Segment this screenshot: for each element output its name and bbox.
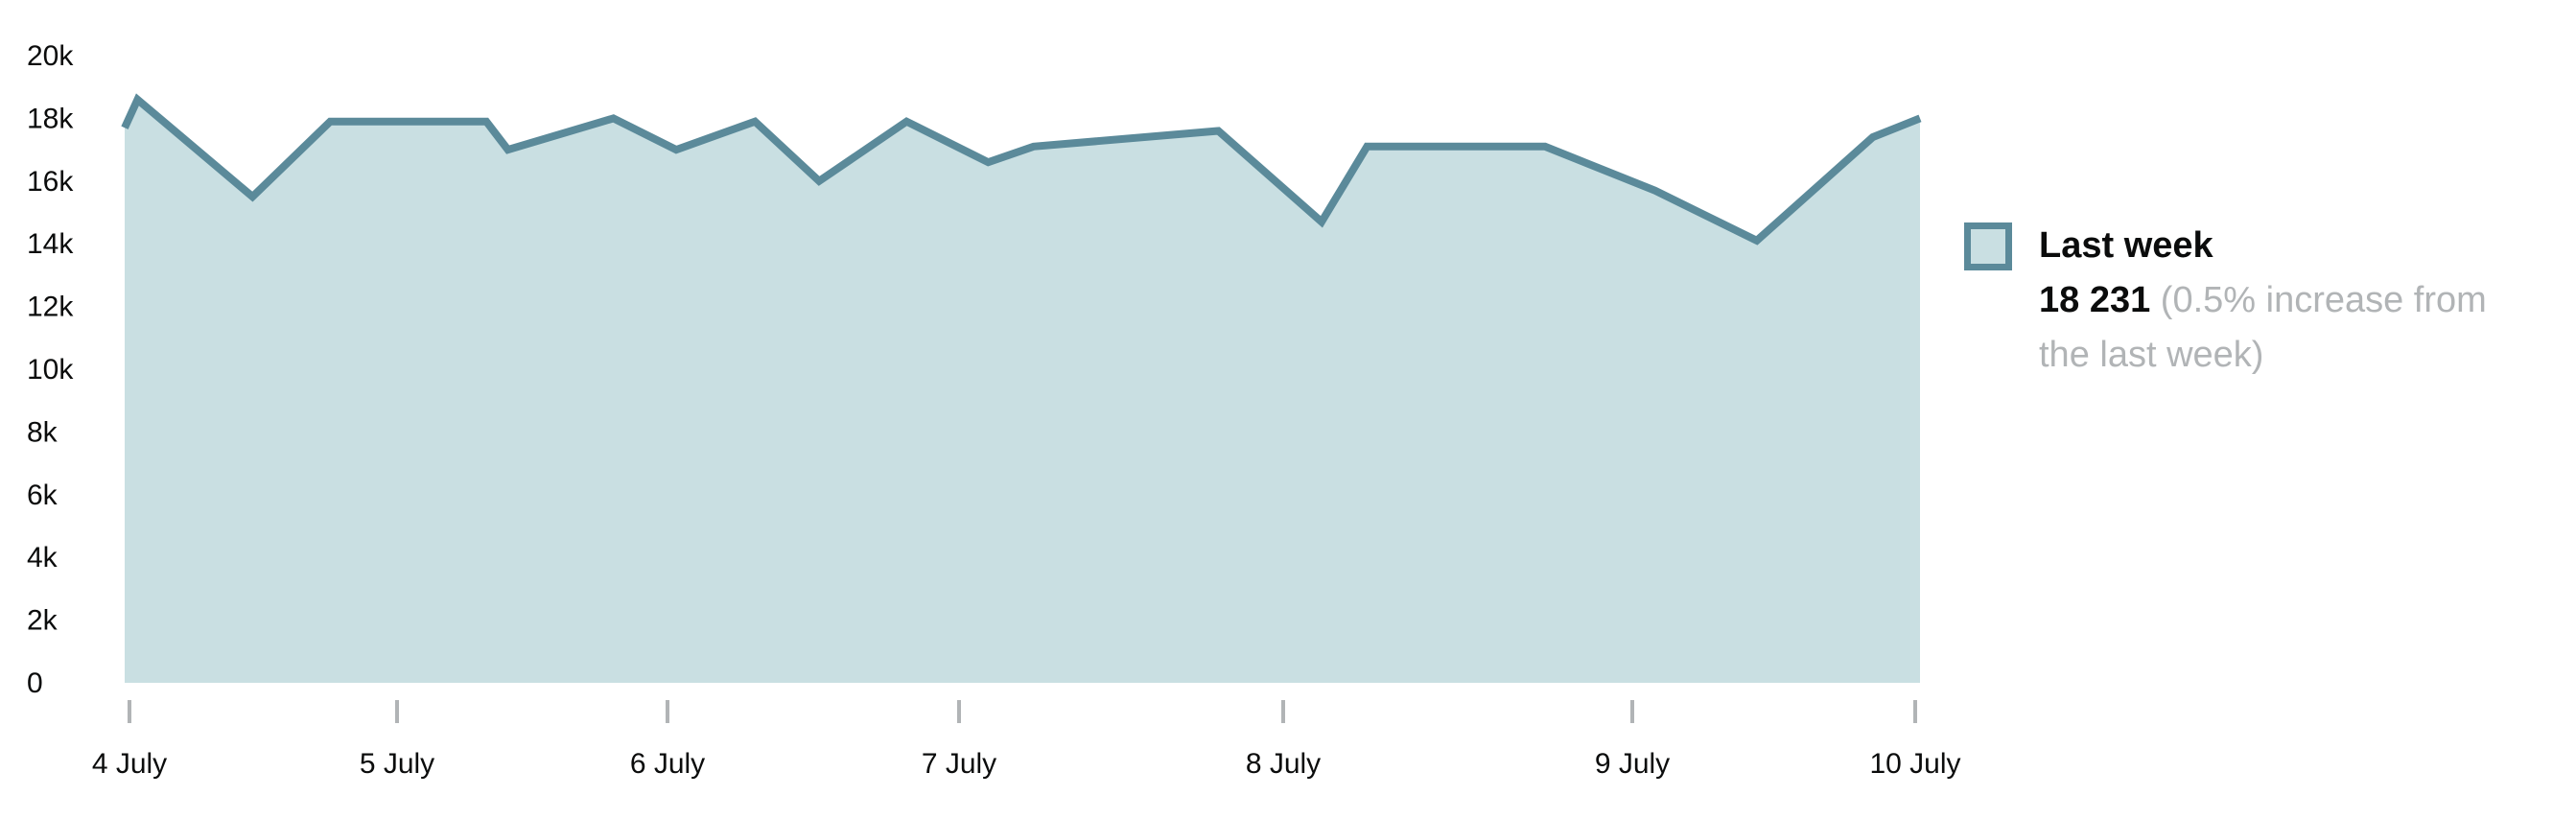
y-tick-label: 12k (27, 292, 74, 323)
legend-title: Last week (2039, 225, 2213, 266)
legend-change: (0.5% increase from the last week) (2039, 280, 2487, 375)
y-tick-label: 18k (27, 103, 74, 134)
y-tick-label: 2k (27, 605, 59, 637)
x-tick-label: 10 July (1869, 748, 1960, 780)
series-line-last-week (121, 93, 1922, 246)
x-tick-label: 8 July (1246, 748, 1321, 780)
y-tick-label: 6k (27, 480, 59, 511)
y-tick-label: 10k (27, 354, 74, 386)
series-area-last-week (125, 99, 1920, 684)
y-tick-label: 8k (27, 416, 59, 448)
x-tick-label: 4 July (92, 748, 167, 780)
legend-swatch-last-week (1964, 222, 2012, 270)
x-tick-label: 7 July (922, 748, 996, 780)
x-tick-label: 9 July (1595, 748, 1670, 780)
y-tick-label: 14k (27, 228, 74, 260)
y-tick-label: 20k (27, 40, 74, 72)
y-axis: 0 2k 4k 6k 8k 10k 12k 14k 16k 18k 20k (27, 40, 74, 699)
x-axis: 4 July 5 July 6 July 7 July 8 July 9 July 10 J… (92, 700, 1961, 780)
x-tick-label: 6 July (630, 748, 705, 780)
legend-text: Last week 18 231 (0.5% increase from the… (2039, 219, 2538, 383)
legend-value: 18 231 (2039, 280, 2151, 320)
plot-area (121, 93, 1922, 684)
y-tick-label: 16k (27, 166, 74, 198)
y-tick-label: 0 (27, 667, 43, 699)
x-tick-label: 5 July (360, 748, 434, 780)
y-tick-label: 4k (27, 542, 59, 573)
